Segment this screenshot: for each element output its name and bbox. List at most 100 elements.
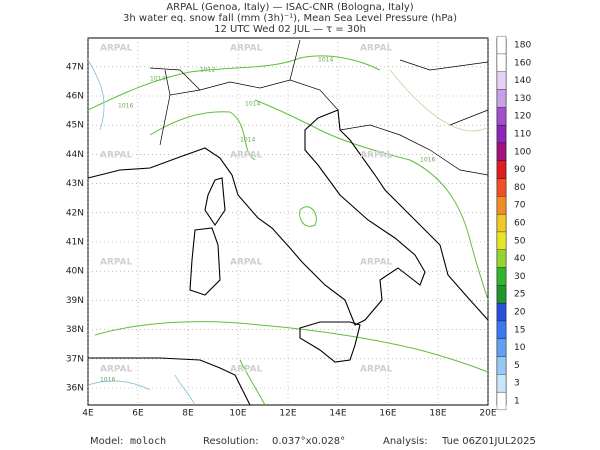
watermark: ARPAL [230,151,263,161]
colorbar-swatch [496,35,507,55]
colorbar-swatch [496,196,507,215]
isobar [87,59,196,406]
watermark: ARPAL [360,258,393,268]
isobar-label: 1016 [100,377,115,384]
lat-label: 36N [66,384,84,394]
colorbar-swatch [496,107,507,126]
colorbar-label: 130 [514,94,531,104]
header-line: 12 UTC Wed 02 JUL — τ = 30h [214,24,366,35]
colorbar-swatch [496,178,507,197]
isobar-label: 1014 [318,57,333,64]
lon-label: 18E [429,409,446,419]
colorbar-label: 70 [514,201,526,211]
isobar-label: 1014 [240,137,255,144]
header-line: ARPAL (Genoa, Italy) — ISAC-CNR (Bologna… [166,2,413,13]
coastline [204,177,226,226]
isobar [299,206,317,227]
lat-label: 40N [66,267,84,277]
isobar [94,321,489,373]
colorbar-swatch [496,71,507,90]
header-line: 3h water eq. snow fall (mm (3h)⁻¹), Mean… [123,13,457,24]
footer-value: Tue 06Z01JUL2025 [441,436,536,447]
footer-value: moloch [130,436,166,447]
lat-label: 37N [66,354,84,364]
colorbar-label: 50 [514,236,526,246]
colorbar-label: 20 [514,308,526,318]
watermark: ARPAL [100,151,133,161]
isobar-label: 1014 [245,101,260,108]
colorbar: 1 3 5 10 15 20 25 30 40 50 60 70 80 90 100 110 120 130 140… [496,35,531,411]
lon-label: 4E [82,409,94,419]
colorbar-swatch [496,53,507,72]
lat-label: 42N [66,208,84,218]
lon-label: 8E [182,409,194,419]
lon-label: 16E [379,409,396,419]
lon-label: 10E [229,409,246,419]
isobar [87,55,381,111]
lon-label: 6E [132,409,144,419]
colorbar-label: 120 [514,112,531,122]
coastline [189,227,221,296]
colorbar-swatch [496,89,507,108]
map-frame [87,37,489,406]
coastline [299,321,361,363]
colorbar-label: 30 [514,272,526,282]
colorbar-label: 180 [514,41,531,51]
colorbar-label: 5 [514,361,520,371]
colorbar-label: 110 [514,130,531,140]
colorbar-label: 80 [514,183,526,193]
watermark: ARPAL [100,365,133,375]
colorbar-label: 140 [514,76,531,86]
colorbar-swatch [496,338,507,357]
lat-label: 46N [66,92,84,102]
colorbar-swatch [496,231,507,250]
colorbar-swatch [496,356,507,375]
colorbar-swatch [496,267,507,286]
coastline [88,357,251,406]
watermark: ARPAL [230,44,263,54]
lon-label: 12E [279,409,296,419]
isobar [389,69,489,132]
colorbar-swatch [496,124,507,144]
watermark: ARPAL [230,258,263,268]
footer-value: 0.037°x0.028° [272,436,345,447]
colorbar-label: 60 [514,219,526,229]
isobar-label: 1016 [420,157,435,164]
lat-label: 44N [66,150,84,160]
map: 36N 37N 38N 39N 40N 41N 42N 43N 44N 45N 46N 47N 4E 6E… [66,37,497,419]
footer-label: Model: [90,436,123,447]
colorbar-swatch [496,249,507,268]
watermark: ARPAL [360,44,393,54]
watermark: ARPAL [360,151,393,161]
isobar-label: 1016 [118,103,133,110]
lat-label: 43N [66,179,84,189]
colorbar-swatch [496,320,507,339]
isobar-label: 1014 [150,76,165,83]
lat-label: 45N [66,121,84,131]
lon-label: 14E [329,409,346,419]
colorbar-label: 15 [514,325,525,335]
colorbar-label: 3 [514,379,520,389]
colorbar-swatch [496,142,507,161]
colorbar-label: 160 [514,58,531,68]
lat-label: 41N [66,238,84,248]
coastline [87,109,489,326]
footer-label: Resolution: [203,436,259,447]
colorbar-label: 100 [514,147,531,157]
watermark: ARPAL [100,258,133,268]
isobar-label: 1012 [200,67,215,74]
watermark: ARPAL [230,365,263,375]
watermark: ARPAL [100,44,133,54]
colorbar-swatch [496,374,507,393]
colorbar-swatch [496,285,507,304]
watermark: ARPAL [360,365,393,375]
colorbar-swatch [496,213,507,233]
lat-label: 39N [66,296,84,306]
colorbar-swatch [496,391,507,411]
colorbar-label: 10 [514,343,526,353]
isobar [239,359,266,406]
colorbar-label: 40 [514,254,526,264]
colorbar-label: 90 [514,165,526,175]
colorbar-swatch [496,302,507,322]
